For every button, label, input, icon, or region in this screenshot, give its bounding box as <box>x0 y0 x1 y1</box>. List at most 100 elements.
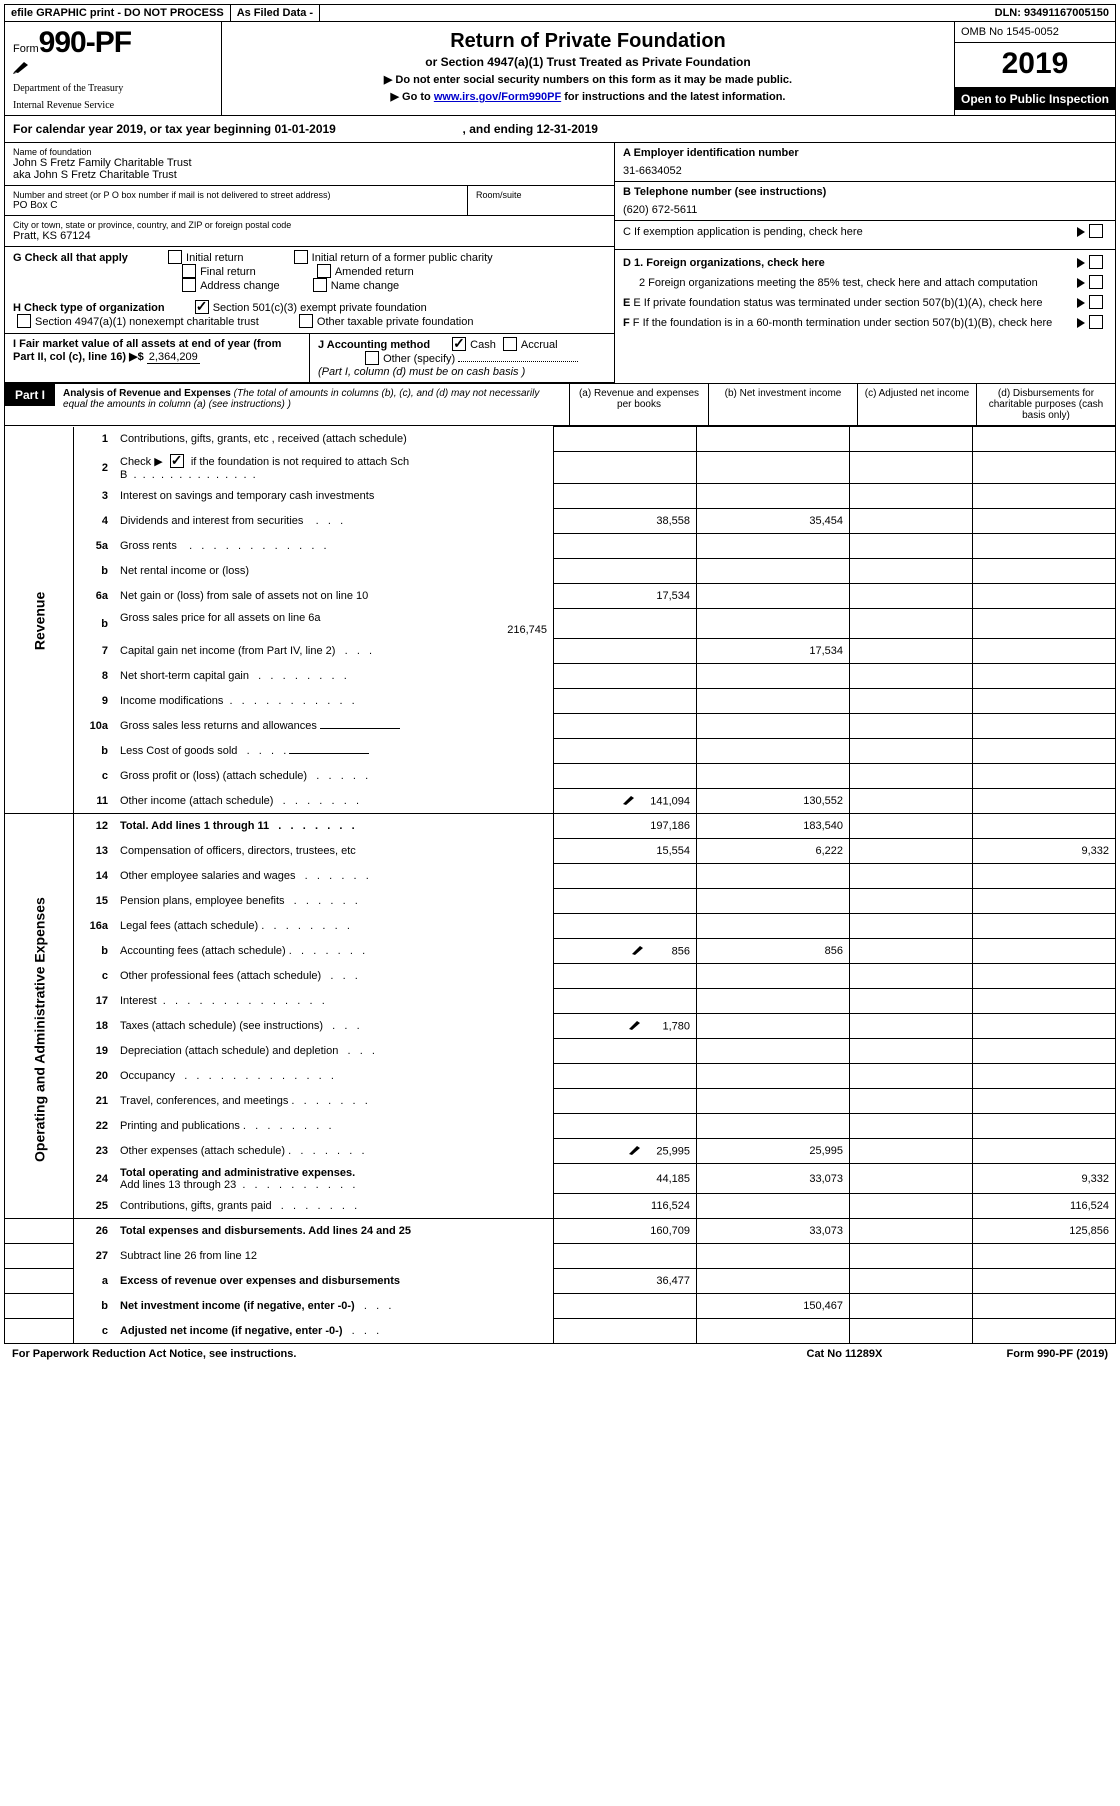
checkbox-amended-return[interactable] <box>317 264 331 278</box>
form-title: Return of Private Foundation <box>230 30 946 53</box>
section-f: F If the foundation is in a 60-month ter… <box>633 317 1052 329</box>
col-c-header: (c) Adjusted net income <box>857 384 976 425</box>
footer: For Paperwork Reduction Act Notice, see … <box>4 1344 1116 1364</box>
section-e: E If private foundation status was termi… <box>633 297 1042 309</box>
form-note-2: ▶ Go to www.irs.gov/Form990PF for instru… <box>230 90 946 103</box>
checkbox-accrual[interactable] <box>503 337 517 351</box>
checkbox-cash[interactable] <box>452 337 466 351</box>
tel-label: B Telephone number (see instructions) <box>623 186 1107 198</box>
r4-col-a: 38,558 <box>554 509 697 534</box>
footer-mid: Cat No 11289X <box>807 1348 1007 1360</box>
r26-col-b: 33,073 <box>697 1219 850 1244</box>
checkbox-other-taxable[interactable] <box>299 314 313 328</box>
pen-icon <box>13 60 213 77</box>
form-container: efile GRAPHIC print - DO NOT PROCESS As … <box>4 4 1116 1344</box>
checkbox-501c3[interactable] <box>195 300 209 314</box>
r24-col-a: 44,185 <box>554 1164 697 1194</box>
pen-icon[interactable] <box>628 1144 644 1159</box>
r6b-value: 216,745 <box>507 624 547 636</box>
city-state-zip: Pratt, KS 67124 <box>13 230 606 242</box>
r25-col-a: 116,524 <box>554 1194 697 1219</box>
part1-label: Part I <box>5 384 55 406</box>
r12-col-a: 197,186 <box>554 814 697 839</box>
col-d-header: (d) Disbursements for charitable purpose… <box>976 384 1115 425</box>
header-mid: Return of Private Foundation or Section … <box>222 22 954 115</box>
form-subtitle: or Section 4947(a)(1) Trust Treated as P… <box>230 55 946 69</box>
checkbox-507b1b[interactable] <box>1089 315 1103 329</box>
checkbox-final-return[interactable] <box>182 264 196 278</box>
checkbox-address-change[interactable] <box>182 278 196 292</box>
r11-col-a: 141,094 <box>650 795 690 807</box>
street-address: PO Box C <box>13 200 459 211</box>
ein-value: 31-6634052 <box>623 165 1107 177</box>
form-prefix: Form <box>13 43 39 55</box>
header-row: Form990-PF Department of the Treasury In… <box>5 22 1115 116</box>
footer-left: For Paperwork Reduction Act Notice, see … <box>12 1348 807 1360</box>
pen-icon[interactable] <box>631 944 647 959</box>
r12-col-b: 183,540 <box>697 814 850 839</box>
entity-grid: Name of foundation John S Fretz Family C… <box>5 143 1115 384</box>
part1-header: Part I Analysis of Revenue and Expenses … <box>5 384 1115 426</box>
r26-col-a: 160,709 <box>554 1219 697 1244</box>
footer-right: Form 990-PF (2019) <box>1007 1348 1109 1360</box>
r26-col-d: 125,856 <box>973 1219 1116 1244</box>
name-label: Name of foundation <box>13 147 606 157</box>
checkbox-507b1a[interactable] <box>1089 295 1103 309</box>
revenue-side-label: Revenue <box>5 427 74 814</box>
checkbox-no-schb[interactable] <box>170 454 184 468</box>
pen-icon[interactable] <box>628 1019 644 1034</box>
r24-col-d: 9,332 <box>973 1164 1116 1194</box>
form-number: 990-PF <box>39 26 131 59</box>
asfiled-label: As Filed Data - <box>231 5 320 21</box>
header-right: OMB No 1545-0052 2019 Open to Public Ins… <box>954 22 1115 115</box>
r18-col-a: 1,780 <box>662 1020 690 1032</box>
omb-number: OMB No 1545-0052 <box>955 22 1115 43</box>
checkbox-initial-return[interactable] <box>168 250 182 264</box>
section-d2: 2 Foreign organizations meeting the 85% … <box>639 277 1077 289</box>
checkbox-foreign-85[interactable] <box>1089 275 1103 289</box>
r7-col-b: 17,534 <box>697 639 850 664</box>
tel-value: (620) 672-5611 <box>623 204 1107 216</box>
foundation-name-2: aka John S Fretz Charitable Trust <box>13 169 606 181</box>
section-h: H Check type of organization Section 501… <box>5 297 614 333</box>
r27a-col-a: 36,477 <box>554 1269 697 1294</box>
section-d1: D 1. Foreign organizations, check here <box>623 257 825 269</box>
col-a-header: (a) Revenue and expenses per books <box>569 384 708 425</box>
section-j: J Accounting method Cash Accrual Other (… <box>310 334 614 382</box>
dept-treasury: Department of the Treasury <box>13 83 213 94</box>
r27b-col-b: 150,467 <box>697 1294 850 1319</box>
r25-col-d: 116,524 <box>973 1194 1116 1219</box>
r6a-col-a: 17,534 <box>554 584 697 609</box>
r13-col-a: 15,554 <box>554 839 697 864</box>
checkbox-other-method[interactable] <box>365 351 379 365</box>
checkbox-4947a1[interactable] <box>17 314 31 328</box>
r23-col-b: 25,995 <box>697 1139 850 1164</box>
arrow-icon <box>1077 278 1085 288</box>
checkbox-foreign-org[interactable] <box>1089 255 1103 269</box>
pen-icon[interactable] <box>622 794 638 809</box>
open-to-public: Open to Public Inspection <box>955 88 1115 110</box>
addr-label: Number and street (or P O box number if … <box>13 190 459 200</box>
section-i: I Fair market value of all assets at end… <box>5 334 310 382</box>
form-note-1: ▶ Do not enter social security numbers o… <box>230 73 946 86</box>
arrow-icon <box>1077 298 1085 308</box>
city-label: City or town, state or province, country… <box>13 220 606 230</box>
foundation-name-1: John S Fretz Family Charitable Trust <box>13 157 606 169</box>
arrow-icon <box>1077 227 1085 237</box>
checkbox-exemption-pending[interactable] <box>1089 224 1103 238</box>
col-b-header: (b) Net investment income <box>708 384 857 425</box>
part1-title: Analysis of Revenue and Expenses <box>63 388 231 399</box>
part1-table: Revenue 1 Contributions, gifts, grants, … <box>5 426 1115 1343</box>
efile-label: efile GRAPHIC print - DO NOT PROCESS <box>5 5 231 21</box>
r13-col-d: 9,332 <box>973 839 1116 864</box>
checkbox-initial-return-former[interactable] <box>294 250 308 264</box>
r24-col-b: 33,073 <box>697 1164 850 1194</box>
checkbox-name-change[interactable] <box>313 278 327 292</box>
r11-col-b: 130,552 <box>697 789 850 814</box>
form990pf-link[interactable]: www.irs.gov/Form990PF <box>434 91 561 103</box>
r16b-col-b: 856 <box>697 939 850 964</box>
r16b-col-a: 856 <box>672 945 690 957</box>
arrow-icon <box>1077 258 1085 268</box>
section-g: G Check all that apply Initial return In… <box>5 247 614 297</box>
r23-col-a: 25,995 <box>656 1145 690 1157</box>
